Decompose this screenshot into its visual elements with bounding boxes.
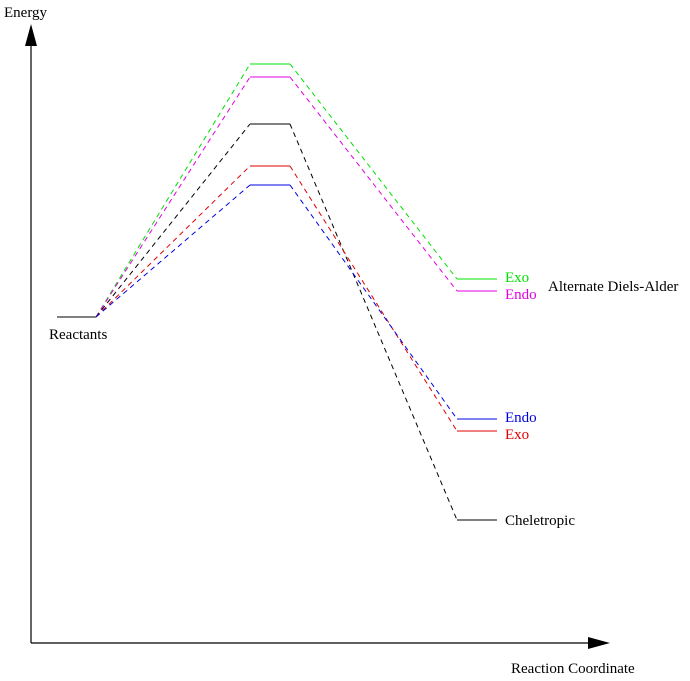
alt-exo-rise: [95, 63, 251, 318]
alt-endo-rise: [95, 76, 251, 318]
reactants-label: Reactants: [49, 327, 107, 343]
y-axis-label: Energy: [4, 5, 48, 21]
label-alt-exo: Exo: [505, 270, 529, 286]
label-exo: Exo: [505, 427, 529, 443]
endo-rise: [95, 184, 251, 318]
label-cheletropic: Cheletropic: [505, 513, 575, 529]
x-axis-arrowhead: [588, 637, 610, 649]
cheletropic-rise: [95, 123, 251, 318]
exo-fall: [289, 165, 458, 432]
label-endo: Endo: [505, 410, 537, 426]
label-alternate-diels-alder: Alternate Diels-Alder: [548, 279, 678, 295]
pathways-group: [95, 63, 497, 521]
alt-exo-fall: [289, 63, 458, 280]
alt-endo-fall: [289, 76, 458, 292]
endo-fall: [289, 184, 458, 420]
x-axis-label: Reaction Coordinate: [511, 661, 635, 677]
label-alt-endo: Endo: [505, 287, 537, 303]
exo-rise: [95, 165, 251, 318]
y-axis-arrowhead: [25, 24, 37, 46]
